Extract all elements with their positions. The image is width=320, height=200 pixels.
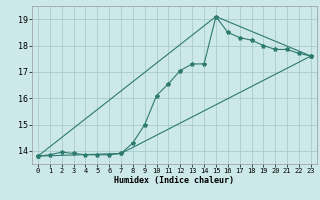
X-axis label: Humidex (Indice chaleur): Humidex (Indice chaleur) xyxy=(115,176,234,185)
